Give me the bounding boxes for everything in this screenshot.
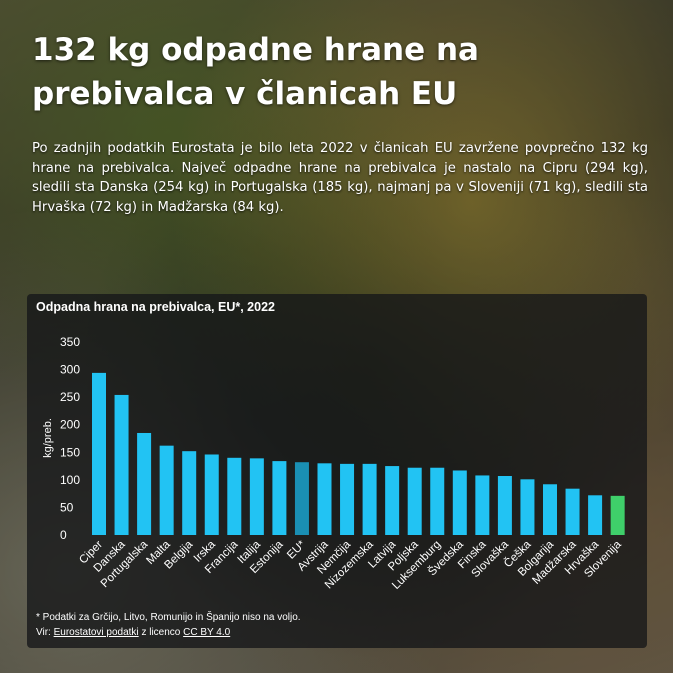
y-tick-label: 350: [60, 335, 80, 349]
bar-italija: [249, 458, 264, 535]
bar-ciper: [92, 372, 106, 535]
bar-poljska: [407, 467, 422, 535]
source-mid: z licenco: [138, 627, 184, 638]
bar-francija: [227, 457, 242, 535]
bars: [92, 372, 625, 535]
y-tick-label: 150: [60, 445, 80, 459]
y-tick-label: 300: [60, 363, 80, 377]
y-tick-label: 200: [60, 418, 80, 432]
y-tick-label: 50: [60, 500, 74, 514]
footnote: * Podatki za Grčijo, Litvo, Romunijo in …: [36, 612, 301, 623]
bar-portugalska: [137, 432, 152, 535]
bar-hrvaška: [588, 495, 603, 535]
bar-belgija: [182, 451, 197, 535]
bar-latvija: [385, 466, 400, 535]
chart-panel: [27, 294, 647, 648]
bar-nemčija: [340, 463, 355, 535]
bar-malta: [159, 445, 174, 535]
y-axis-ticks: 0 50 100 150 200 250 300 350: [60, 335, 80, 542]
license-link[interactable]: CC BY 4.0: [183, 627, 231, 638]
source-line: Vir: Eurostatovi podatki z licenco CC BY…: [36, 627, 230, 638]
bar-finska: [475, 475, 490, 535]
bar-češka: [520, 479, 535, 535]
bar-irska: [204, 454, 219, 535]
bar-danska: [114, 394, 129, 535]
chart-title: Odpadna hrana na prebivalca, EU*, 2022: [36, 300, 275, 314]
y-tick-label: 250: [60, 390, 80, 404]
bar-švedska: [452, 470, 467, 535]
bar-slovenija: [610, 495, 625, 535]
y-tick-label: 0: [60, 528, 67, 542]
intro-paragraph: Po zadnjih podatkih Eurostata je bilo le…: [32, 141, 648, 215]
bar-avstrija: [317, 463, 332, 535]
x-axis-labels: CiperDanskaPortugalskaMaltaBelgijaIrskaF…: [77, 538, 624, 592]
bar-bolgarija: [543, 484, 557, 535]
bar-slovaška: [497, 475, 512, 535]
bar-eu: [294, 462, 309, 535]
bar-luksemburg: [430, 467, 445, 535]
y-axis-label: kg/preb.: [42, 418, 54, 458]
page-title: 132 kg odpadne hrane na prebivalca v čla…: [32, 32, 479, 112]
bar-madžarska: [565, 488, 580, 535]
eurostat-data-link[interactable]: Eurostatovi podatki: [53, 627, 139, 638]
bar-estonija: [272, 461, 287, 535]
bar-nizozemska: [362, 463, 377, 535]
source-prefix: Vir:: [36, 627, 54, 638]
y-tick-label: 100: [60, 473, 80, 487]
